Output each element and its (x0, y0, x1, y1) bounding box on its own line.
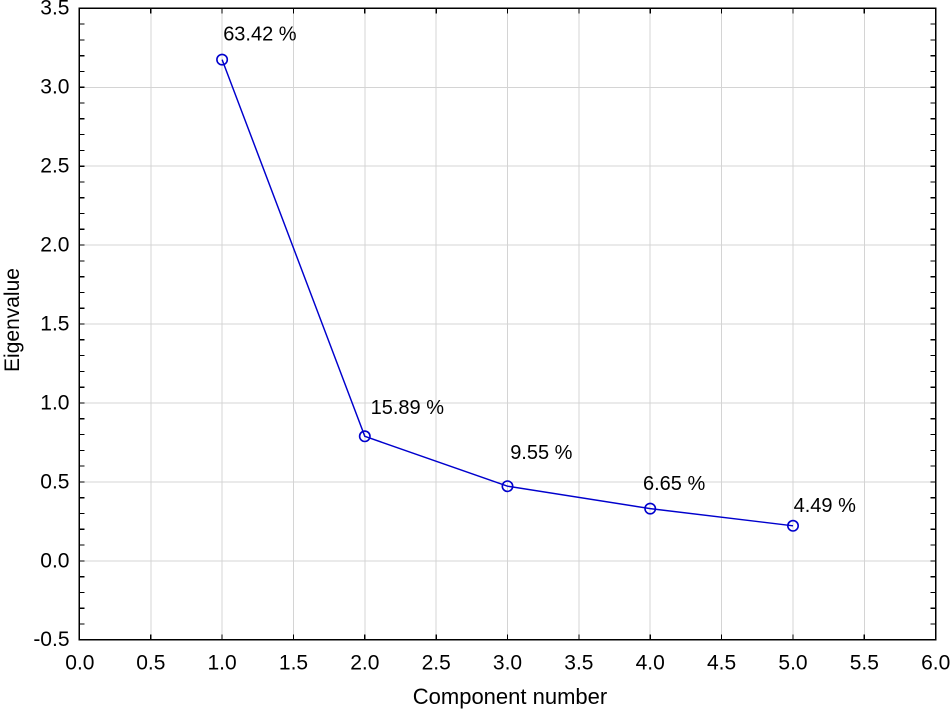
svg-text:3.0: 3.0 (493, 651, 522, 674)
svg-text:3.5: 3.5 (564, 651, 593, 674)
svg-text:4.5: 4.5 (707, 651, 736, 674)
svg-text:3.0: 3.0 (40, 76, 69, 99)
svg-text:0.5: 0.5 (136, 651, 165, 674)
svg-text:5.0: 5.0 (778, 651, 807, 674)
svg-text:6.0: 6.0 (921, 651, 950, 674)
svg-text:2.5: 2.5 (422, 651, 451, 674)
svg-text:Component number: Component number (413, 684, 607, 709)
svg-text:4.0: 4.0 (636, 651, 665, 674)
svg-text:1.0: 1.0 (40, 391, 69, 414)
svg-text:1.0: 1.0 (207, 651, 236, 674)
svg-text:63.42 %: 63.42 % (223, 23, 297, 45)
svg-text:2.5: 2.5 (40, 155, 69, 178)
svg-text:3.5: 3.5 (40, 0, 69, 20)
svg-text:5.5: 5.5 (850, 651, 879, 674)
svg-text:15.89 %: 15.89 % (371, 397, 445, 419)
svg-text:1.5: 1.5 (40, 313, 69, 336)
svg-text:9.55 %: 9.55 % (510, 442, 572, 464)
svg-text:Eigenvalue: Eigenvalue (1, 268, 24, 372)
svg-text:2.0: 2.0 (40, 234, 69, 257)
svg-text:0.0: 0.0 (40, 549, 69, 572)
svg-text:4.49 %: 4.49 % (794, 495, 856, 517)
svg-text:2.0: 2.0 (350, 651, 379, 674)
svg-text:1.5: 1.5 (279, 651, 308, 674)
svg-text:-0.5: -0.5 (33, 628, 69, 651)
svg-text:0.5: 0.5 (40, 470, 69, 493)
svg-text:6.65 %: 6.65 % (643, 473, 705, 495)
svg-text:0.0: 0.0 (65, 651, 94, 674)
